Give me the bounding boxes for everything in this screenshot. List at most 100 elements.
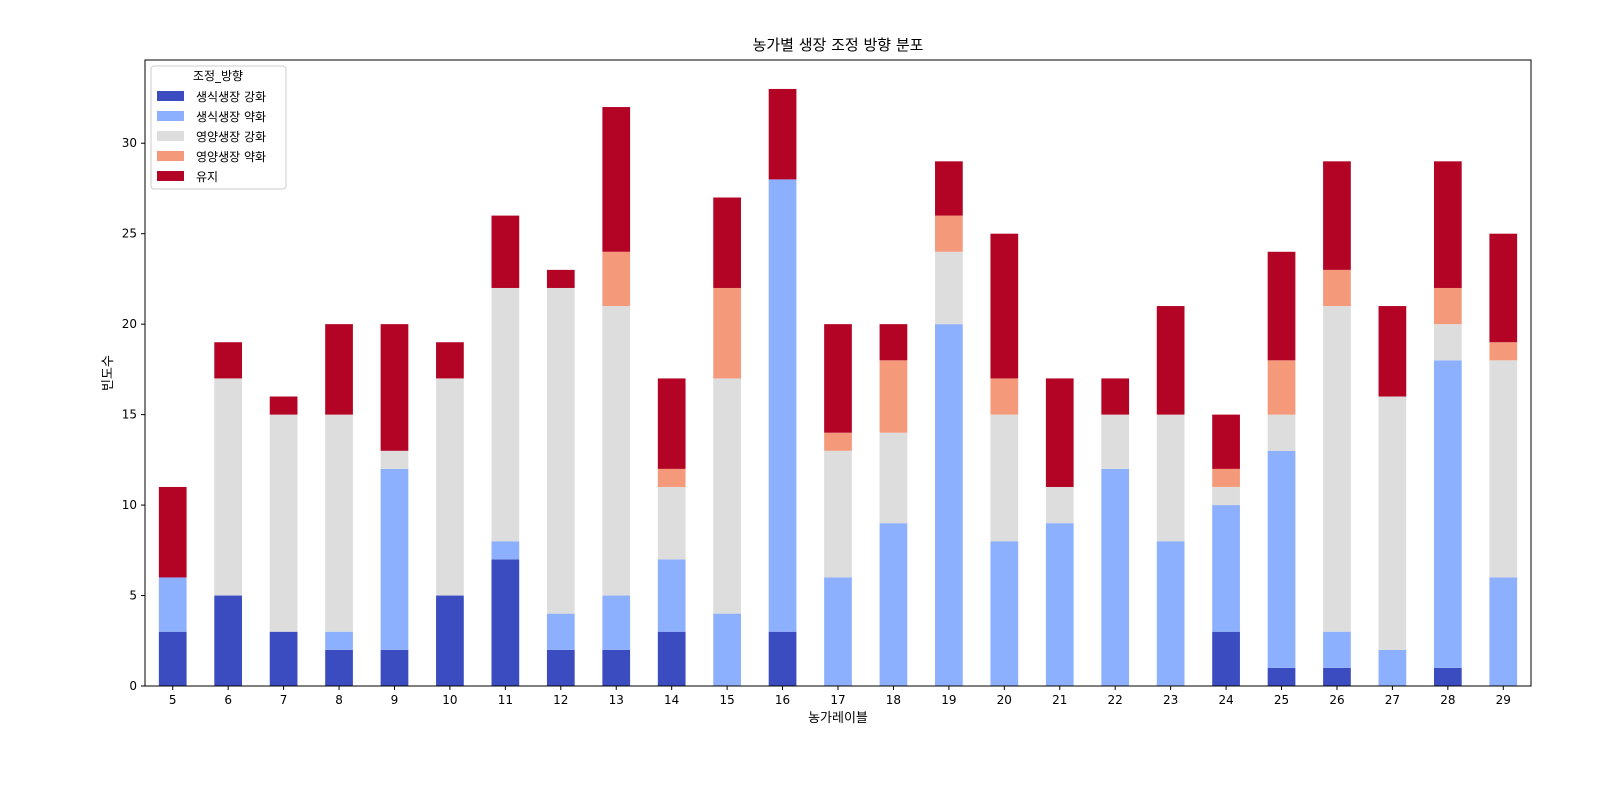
bars-layer [158,88,1518,686]
bar-segment-15-series-3 [713,287,741,379]
bar-segment-23-series-2 [1156,414,1185,542]
legend-label: 유지 [196,170,218,184]
bar-segment-21-series-1 [1045,523,1074,686]
x-tick-label: 22 [1108,693,1123,707]
bar-segment-20-series-2 [990,414,1019,542]
bar-segment-17-series-4 [824,324,852,433]
bar-segment-18-series-2 [879,432,908,524]
bar-segment-25-series-1 [1267,450,1296,668]
bar-segment-9-series-0 [380,649,409,686]
legend-label: 생식생장 강화 [196,90,266,104]
bar-segment-21-series-2 [1045,486,1074,524]
x-tick-label: 19 [941,693,956,707]
bar-segment-28-series-4 [1433,161,1462,288]
bar-segment-13-series-0 [602,649,631,686]
bar-segment-24-series-3 [1212,468,1240,487]
x-tick-label: 10 [442,693,457,707]
bar-segment-5-series-1 [158,577,187,632]
bar-segment-27-series-1 [1378,649,1407,686]
bar-segment-8-series-0 [325,649,353,686]
bar-segment-10-series-2 [436,378,464,596]
chart-title: 농가별 생장 조정 방향 분포 [753,36,924,54]
x-tick-label: 18 [886,693,901,707]
bar-segment-13-series-1 [602,595,631,650]
bar-segment-8-series-2 [325,414,353,632]
bar-segment-18-series-3 [879,360,908,433]
x-tick-label: 9 [391,693,399,707]
bar-segment-6-series-2 [214,378,243,596]
y-tick-label: 25 [122,227,137,241]
bar-segment-19-series-4 [935,161,963,216]
bar-segment-25-series-4 [1267,251,1296,361]
bar-segment-5-series-0 [158,631,187,686]
bar-segment-10-series-0 [436,595,464,686]
x-tick-label: 24 [1218,693,1233,707]
legend-label: 영양생장 강화 [196,130,266,144]
x-tick-label: 27 [1385,693,1400,707]
x-tick-label: 14 [664,693,679,707]
bar-segment-12-series-1 [546,613,575,650]
bar-segment-25-series-2 [1267,414,1296,451]
bar-segment-26-series-0 [1323,667,1351,686]
x-tick-label: 8 [335,693,343,707]
bar-segment-19-series-2 [935,251,963,325]
x-tick-label: 23 [1163,693,1178,707]
bar-segment-9-series-4 [380,324,409,451]
bar-segment-7-series-4 [269,396,298,415]
legend-box [150,65,287,190]
bar-segment-13-series-3 [602,251,631,307]
bar-segment-25-series-0 [1267,667,1296,686]
bar-segment-8-series-1 [325,631,353,650]
legend-swatch [157,111,184,121]
x-tick-label: 17 [830,693,845,707]
x-tick-label: 16 [775,693,790,707]
bar-segment-14-series-4 [657,378,686,469]
bar-segment-26-series-2 [1323,306,1351,632]
bar-segment-15-series-4 [713,197,741,288]
y-tick-label: 10 [122,498,137,512]
bar-segment-29-series-1 [1489,577,1518,686]
bar-segment-7-series-0 [269,631,298,686]
x-tick-label: 25 [1274,693,1289,707]
bar-segment-28-series-2 [1433,324,1462,361]
bar-segment-24-series-1 [1212,505,1240,632]
y-tick-label: 0 [129,679,137,693]
bar-segment-24-series-2 [1212,486,1240,506]
bar-segment-6-series-0 [214,595,243,686]
y-axis-label: 빈도수 [101,355,116,391]
x-tick-label: 5 [169,693,177,707]
bar-segment-22-series-2 [1101,414,1130,469]
x-axis-label: 농가레이블 [808,711,868,726]
x-tick-label: 13 [609,693,624,707]
y-tick-label: 20 [122,317,137,331]
bar-segment-17-series-2 [824,450,852,578]
bar-segment-14-series-0 [657,631,686,686]
legend-title: 조정_방향 [193,69,243,83]
bar-segment-23-series-1 [1156,541,1185,686]
bar-segment-24-series-0 [1212,631,1240,686]
bar-segment-6-series-4 [214,342,243,379]
bar-segment-12-series-0 [546,649,575,686]
legend-label: 생식생장 약화 [196,109,266,124]
legend-swatch [157,171,184,181]
x-tick-label: 6 [224,693,232,707]
bar-segment-13-series-4 [602,107,631,252]
x-tick-label: 15 [719,693,734,707]
x-tick-label: 29 [1496,693,1511,707]
bar-segment-20-series-1 [990,541,1019,686]
legend-swatch [157,91,184,101]
x-tick-label: 28 [1440,693,1455,707]
bar-segment-14-series-3 [657,468,686,487]
bar-segment-16-series-4 [768,88,797,180]
bar-segment-22-series-4 [1101,378,1130,415]
bar-segment-15-series-1 [713,613,741,686]
bar-segment-5-series-4 [158,486,187,578]
bar-segment-19-series-1 [935,324,963,686]
bar-segment-29-series-2 [1489,360,1518,578]
bar-segment-7-series-2 [269,414,298,632]
bar-segment-27-series-2 [1378,396,1407,650]
bar-segment-16-series-0 [768,631,797,686]
